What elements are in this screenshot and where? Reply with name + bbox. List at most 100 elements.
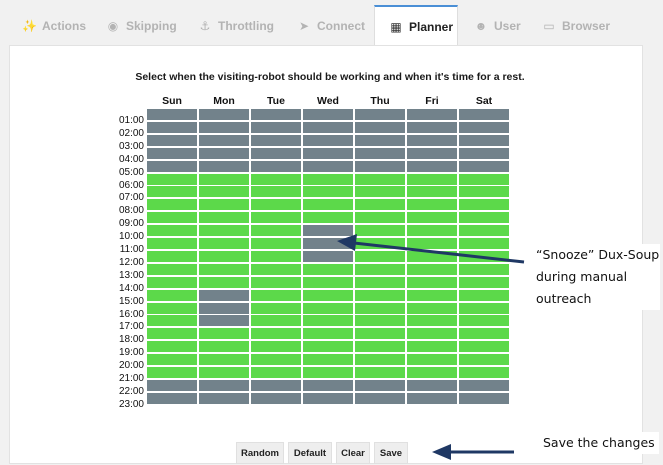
schedule-cell[interactable] — [407, 328, 457, 340]
hour-label[interactable]: 14:00 — [118, 282, 144, 294]
hour-label[interactable]: 20:00 — [118, 360, 144, 372]
schedule-cell[interactable] — [199, 250, 249, 262]
schedule-cell[interactable] — [147, 173, 197, 185]
hour-label[interactable]: 07:00 — [118, 192, 144, 204]
schedule-cell[interactable] — [199, 276, 249, 288]
hour-label[interactable]: 05:00 — [118, 166, 144, 178]
schedule-cell[interactable] — [459, 212, 509, 224]
day-header-fri[interactable]: Fri — [425, 95, 439, 107]
schedule-cell[interactable] — [407, 160, 457, 172]
schedule-cell[interactable] — [355, 147, 405, 159]
schedule-cell[interactable] — [251, 109, 301, 120]
schedule-cell[interactable] — [199, 147, 249, 159]
hour-label[interactable]: 13:00 — [118, 269, 144, 281]
schedule-cell[interactable] — [459, 289, 509, 301]
schedule-cell[interactable] — [303, 367, 353, 378]
schedule-cell[interactable] — [251, 225, 301, 237]
hour-label[interactable]: 04:00 — [118, 153, 144, 165]
schedule-cell[interactable] — [251, 392, 301, 404]
schedule-cell[interactable] — [251, 341, 301, 353]
hour-label[interactable]: 08:00 — [118, 205, 144, 217]
schedule-cell[interactable] — [199, 354, 249, 366]
schedule-cell[interactable] — [355, 225, 405, 237]
schedule-cell[interactable] — [199, 186, 249, 198]
schedule-cell[interactable] — [147, 289, 197, 301]
schedule-cell[interactable] — [147, 109, 197, 120]
schedule-cell[interactable] — [251, 186, 301, 198]
schedule-cell[interactable] — [355, 238, 405, 249]
schedule-cell[interactable] — [355, 302, 405, 314]
tab-planner[interactable]: ▦ Planner — [374, 5, 458, 46]
schedule-cell[interactable] — [303, 354, 353, 366]
schedule-cell[interactable] — [251, 199, 301, 211]
schedule-cell[interactable] — [459, 315, 509, 327]
schedule-cell[interactable] — [355, 341, 405, 353]
schedule-cell[interactable] — [147, 121, 197, 133]
hour-label[interactable]: 01:00 — [118, 115, 144, 126]
hour-label[interactable]: 17:00 — [118, 321, 144, 333]
schedule-cell[interactable] — [407, 250, 457, 262]
schedule-cell[interactable] — [303, 109, 353, 120]
random-button[interactable]: Random — [236, 442, 284, 464]
schedule-cell[interactable] — [355, 173, 405, 185]
schedule-cell[interactable] — [199, 379, 249, 391]
schedule-cell[interactable] — [251, 328, 301, 340]
schedule-cell[interactable] — [459, 134, 509, 146]
schedule-cell[interactable] — [459, 160, 509, 172]
schedule-cell[interactable] — [303, 263, 353, 275]
schedule-cell[interactable] — [459, 147, 509, 159]
tab-skipping[interactable]: ◉ Skipping — [106, 10, 177, 42]
schedule-cell[interactable] — [199, 225, 249, 237]
schedule-cell[interactable] — [355, 186, 405, 198]
schedule-cell[interactable] — [407, 315, 457, 327]
schedule-cell[interactable] — [407, 199, 457, 211]
schedule-cell[interactable] — [251, 354, 301, 366]
schedule-cell[interactable] — [199, 134, 249, 146]
hour-label[interactable]: 15:00 — [118, 295, 144, 307]
schedule-cell[interactable] — [303, 134, 353, 146]
schedule-cell[interactable] — [459, 276, 509, 288]
hour-label[interactable]: 09:00 — [118, 218, 144, 230]
schedule-cell[interactable] — [459, 250, 509, 262]
schedule-cell[interactable] — [355, 367, 405, 378]
schedule-cell[interactable] — [459, 186, 509, 198]
schedule-cell[interactable] — [407, 186, 457, 198]
tab-connect[interactable]: ➤ Connect — [297, 10, 365, 42]
hour-label[interactable]: 03:00 — [118, 140, 144, 152]
hour-label[interactable]: 22:00 — [118, 385, 144, 397]
schedule-cell[interactable] — [303, 250, 353, 262]
schedule-cell[interactable] — [303, 289, 353, 301]
schedule-cell[interactable] — [303, 212, 353, 224]
day-header-mon[interactable]: Mon — [213, 95, 235, 107]
schedule-cell[interactable] — [199, 341, 249, 353]
schedule-cell[interactable] — [407, 341, 457, 353]
schedule-cell[interactable] — [407, 367, 457, 378]
schedule-cell[interactable] — [199, 315, 249, 327]
schedule-cell[interactable] — [459, 121, 509, 133]
schedule-cell[interactable] — [251, 302, 301, 314]
schedule-cell[interactable] — [459, 238, 509, 249]
hour-label[interactable]: 06:00 — [118, 179, 144, 191]
schedule-cell[interactable] — [199, 289, 249, 301]
schedule-cell[interactable] — [251, 250, 301, 262]
schedule-cell[interactable] — [355, 315, 405, 327]
schedule-cell[interactable] — [147, 147, 197, 159]
schedule-cell[interactable] — [355, 276, 405, 288]
schedule-cell[interactable] — [303, 147, 353, 159]
schedule-cell[interactable] — [459, 379, 509, 391]
schedule-cell[interactable] — [251, 276, 301, 288]
schedule-cell[interactable] — [251, 238, 301, 249]
schedule-cell[interactable] — [355, 263, 405, 275]
schedule-cell[interactable] — [147, 302, 197, 314]
schedule-cell[interactable] — [147, 392, 197, 404]
hour-label[interactable]: 11:00 — [119, 244, 144, 255]
schedule-cell[interactable] — [407, 212, 457, 224]
schedule-cell[interactable] — [303, 302, 353, 314]
schedule-cell[interactable] — [355, 212, 405, 224]
hour-label[interactable]: 02:00 — [118, 127, 144, 139]
schedule-cell[interactable] — [355, 328, 405, 340]
schedule-cell[interactable] — [199, 212, 249, 224]
tab-browser[interactable]: ▭ Browser — [542, 10, 610, 42]
schedule-cell[interactable] — [407, 263, 457, 275]
day-header-sat[interactable]: Sat — [475, 95, 493, 107]
